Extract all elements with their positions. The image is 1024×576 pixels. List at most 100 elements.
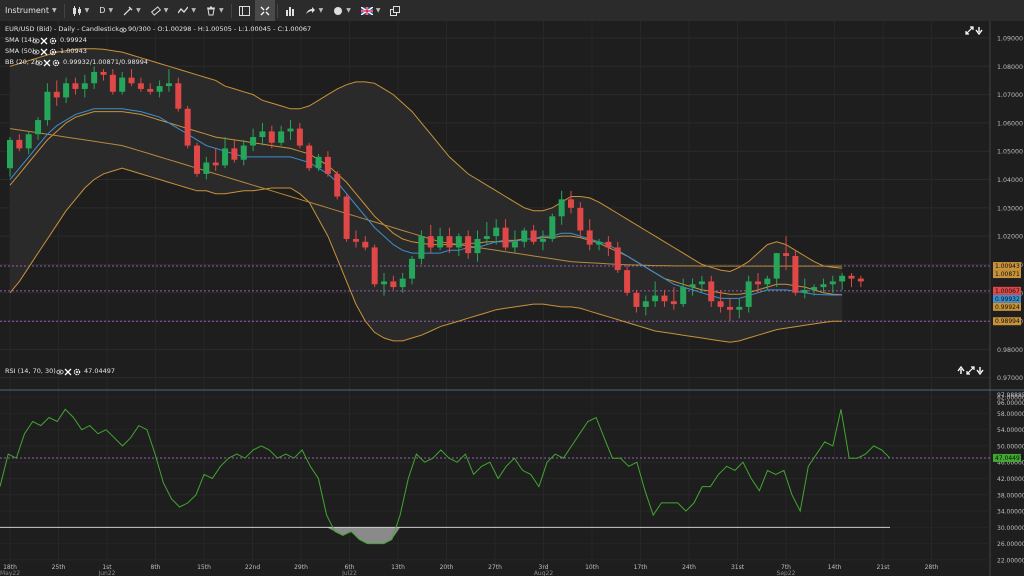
legend-sma14: SMA (14)	[5, 36, 35, 44]
ruler-icon	[150, 5, 161, 16]
candle-body	[530, 230, 537, 242]
candle-body	[16, 139, 23, 149]
price-tick-label: 1.07000	[997, 92, 1023, 99]
eye-icon[interactable]	[32, 38, 40, 44]
time-tick-label: 31st	[731, 564, 745, 571]
price-tick-label: 0.98000	[997, 347, 1023, 354]
eye-icon[interactable]	[119, 27, 127, 33]
close-icon[interactable]	[43, 59, 51, 67]
expand-icon[interactable]	[966, 366, 975, 375]
price-label: 0.99932	[993, 294, 1021, 303]
legend-rsi: RSI (14, 70, 30)	[5, 367, 56, 375]
close-icon[interactable]	[40, 37, 48, 45]
clear-menu[interactable]: ▼	[201, 0, 229, 21]
chart-type-menu[interactable]: ▼	[67, 0, 95, 21]
chevron-down-icon: ▼	[163, 7, 169, 14]
window-button[interactable]	[385, 0, 405, 21]
candle-body	[91, 71, 98, 84]
rsi-tick-label: 97.98885	[997, 392, 1024, 399]
timeframe-menu[interactable]: D ▼	[94, 0, 118, 21]
candle-body	[614, 247, 621, 271]
candle-body	[558, 199, 565, 217]
theme-menu[interactable]: ▼	[328, 0, 356, 21]
candle-body	[371, 247, 378, 285]
rsi-value-text: 47.04497	[995, 455, 1024, 462]
instrument-menu[interactable]: Instrument ▼	[0, 0, 62, 21]
price-label-box	[993, 317, 1021, 326]
candle-body	[455, 236, 462, 248]
price-tick-label: 1.08000	[997, 64, 1023, 71]
rsi-tick-label: 42.00000	[997, 476, 1024, 483]
candle-body	[698, 281, 705, 285]
rsi-tick-label: 54.00000	[997, 427, 1024, 434]
eye-icon[interactable]	[32, 49, 40, 55]
fullscreen-button[interactable]	[254, 0, 275, 21]
flag-icon	[360, 6, 373, 15]
candle-body	[745, 281, 752, 307]
legend-rsi-value: 47.04497	[84, 367, 115, 375]
candle-body	[63, 83, 70, 98]
candle-body	[539, 238, 546, 242]
toolbar-separator	[230, 3, 232, 18]
time-axis: 18th 25th 1st 8th 15th 22nd 29th 6th 13th 20th 27t…	[0, 564, 939, 576]
gear-icon[interactable]	[49, 48, 57, 56]
price-label: 1.00067	[993, 286, 1021, 295]
eye-icon[interactable]	[56, 369, 64, 375]
arrow-down-icon[interactable]	[976, 367, 984, 376]
volume-button[interactable]	[280, 0, 300, 21]
candle-body	[352, 238, 359, 242]
price-label-text: 1.00067	[995, 288, 1020, 295]
rsi-tick-label: 58.00000	[997, 411, 1024, 418]
chevron-down-icon: ▼	[375, 7, 381, 14]
toolbar: Instrument ▼ ▼ D ▼ ▼ ▼ ▼ ▼ ▼ ▼ ▼	[0, 0, 1024, 22]
candle-body	[642, 301, 649, 307]
pen-icon	[123, 6, 133, 15]
drawing-menu[interactable]: ▼	[118, 0, 146, 21]
share-menu[interactable]: ▼	[300, 0, 329, 21]
close-icon[interactable]	[40, 48, 48, 56]
candle-body	[334, 173, 341, 197]
candle-body	[577, 207, 584, 231]
expand-icon	[260, 6, 270, 15]
close-icon[interactable]	[64, 368, 72, 376]
main-pane-controls	[965, 26, 983, 36]
chevron-down-icon: ▼	[108, 7, 114, 14]
candle-body	[222, 148, 229, 166]
time-tick-label: 29th	[294, 564, 308, 571]
candle-body	[689, 284, 696, 288]
chevron-down-icon: ▼	[218, 7, 224, 14]
tools-menu[interactable]: ▼	[146, 0, 174, 21]
price-label-text: 0.99932	[995, 296, 1020, 303]
indicator-icon	[178, 6, 189, 13]
gear-icon[interactable]	[52, 59, 60, 67]
candle-body	[811, 287, 818, 290]
language-menu[interactable]: ▼	[356, 0, 386, 21]
layout-button[interactable]	[234, 0, 255, 21]
legend-main: EUR/USD (Bid) - Daily - Candlestick	[5, 25, 119, 33]
candle-body	[848, 275, 855, 279]
expand-icon[interactable]	[965, 26, 974, 35]
candle-body	[203, 162, 210, 174]
time-tick-label: 22nd	[245, 564, 260, 571]
gear-icon[interactable]	[73, 368, 81, 376]
arrow-down-icon[interactable]	[975, 27, 983, 36]
candle-body	[156, 86, 163, 92]
price-tick-label: 1.03000	[997, 205, 1023, 212]
bollinger-lower-line	[9, 167, 843, 343]
candle-body	[128, 77, 135, 84]
candle-body	[72, 83, 79, 89]
legend-sma50-value: 1.00943	[60, 47, 87, 55]
gear-icon[interactable]	[49, 37, 57, 45]
time-month-label: Aug22	[534, 570, 554, 576]
arrow-up-icon[interactable]	[957, 365, 965, 374]
indicator-menu[interactable]: ▼	[173, 0, 201, 21]
candle-body	[652, 295, 659, 302]
candle-body	[792, 255, 799, 293]
legend-bb: BB (20, 2)	[5, 58, 38, 66]
price-label: 0.99924	[993, 302, 1021, 311]
eye-icon[interactable]	[35, 60, 43, 66]
price-tick-label: 1.05000	[997, 149, 1023, 156]
chevron-down-icon: ▼	[191, 7, 196, 14]
time-tick-label: 15th	[197, 564, 211, 571]
